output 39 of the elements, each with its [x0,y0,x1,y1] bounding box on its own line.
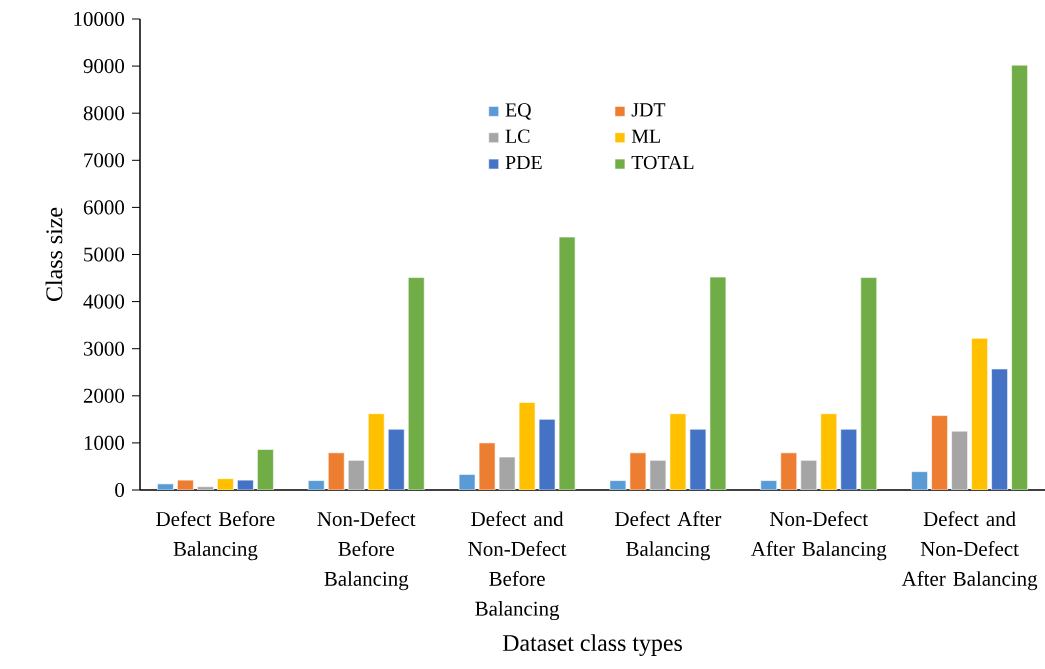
bar [327,452,345,490]
bar [1011,64,1028,490]
bar [820,413,838,490]
x-axis-title: Dataset class types [502,634,682,656]
y-tick-label: 3000 [83,341,125,356]
bar [387,428,405,490]
x-tick-label: Defect and Non-Defect After Balancing [901,511,1038,591]
x-tick-label: Non-Defect After Balancing [750,511,887,561]
legend-label: ML [631,129,660,143]
bar [860,277,878,490]
legend-label: TOTAL [631,155,694,170]
y-tick-label: 7000 [84,153,125,168]
legend-label: EQ [505,103,532,120]
y-tick-label: 4000 [83,294,125,309]
bar [780,452,798,490]
y-tick-label: 0 [115,482,125,498]
legend-label: JDT [631,103,666,117]
y-tick-label: 6000 [83,200,125,215]
y-tick-label: 8000 [83,106,125,121]
y-tick-label: 2000 [83,388,125,403]
bar [407,277,425,490]
y-tick-label: 10000 [74,11,125,27]
bar [951,430,968,490]
legend-label: PDE [505,155,542,170]
legend-label: LC [505,129,530,143]
y-tick-label: 1000 [84,435,125,450]
x-tick-label: Defect After Balancing [615,511,722,561]
x-tick-label: Defect Before Balancing [156,511,275,561]
y-axis-title: Class size [45,207,63,301]
y-tick-label: 9000 [83,59,125,74]
x-tick-label: Non-Defect Before Balancing [317,511,416,591]
bar [367,413,385,490]
bar [257,449,274,490]
bar [840,428,858,490]
bar [931,415,948,490]
x-tick-label: Defect and Non-Defect Before Balancing [468,511,567,621]
bar [971,338,988,490]
bar [991,368,1008,490]
y-tick-label: 5000 [84,247,125,262]
